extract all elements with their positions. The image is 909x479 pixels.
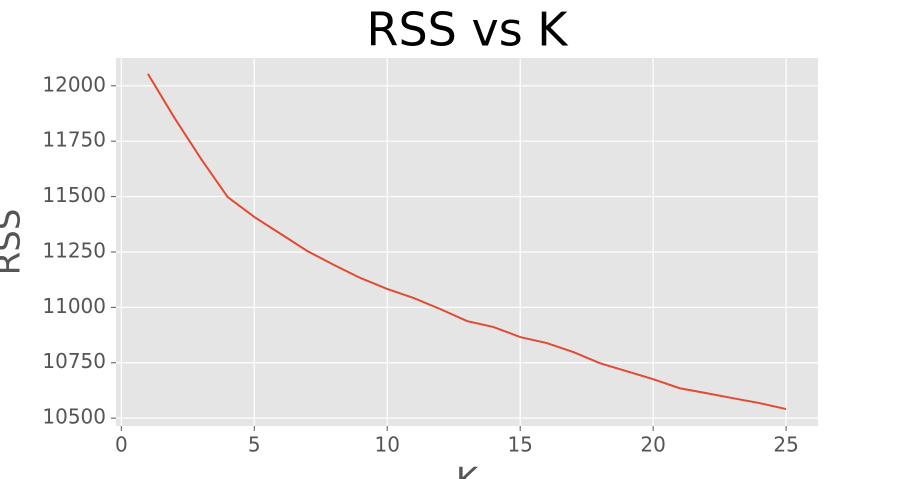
x-tick-label: 10 <box>375 433 400 457</box>
data-line <box>147 73 787 411</box>
x-tick-label: 15 <box>507 433 532 457</box>
y-axis-label: RSS <box>0 209 29 276</box>
y-tick-label: 10500 <box>42 405 106 429</box>
x-tick-label: 5 <box>248 433 261 457</box>
y-tick-label: 11000 <box>42 294 106 318</box>
plot-area <box>116 58 818 426</box>
chart-title: RSS vs K <box>367 3 570 57</box>
y-tick-label: 10750 <box>42 349 106 373</box>
y-tick-label: 12000 <box>42 72 106 96</box>
y-tick-label: 11500 <box>42 183 106 207</box>
y-tick-label: 11250 <box>42 238 106 262</box>
x-tick-label: 20 <box>640 433 665 457</box>
x-tick-label: 25 <box>773 433 798 457</box>
y-tick-label: 11750 <box>42 128 106 152</box>
x-axis-label: K <box>456 461 480 479</box>
x-tick-label: 0 <box>115 433 128 457</box>
